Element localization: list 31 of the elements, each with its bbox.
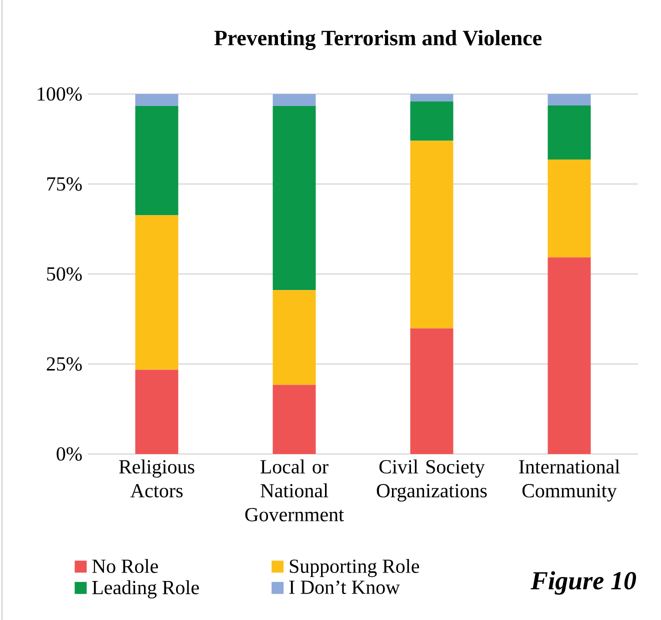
legend-label: Leading Role <box>92 580 199 598</box>
y-tick-label: 100% <box>38 87 82 101</box>
caption: Figure 10 <box>530 571 636 595</box>
bar <box>548 257 591 454</box>
bar <box>410 328 454 454</box>
legend-label: I Don’t Know <box>289 580 400 594</box>
bar <box>272 290 316 385</box>
bar <box>548 160 591 258</box>
y-tick-label: 25% <box>46 357 82 371</box>
bar <box>135 94 178 106</box>
chart-title: Preventing Terrorism and Violence <box>214 30 542 50</box>
bar <box>135 215 178 370</box>
bar <box>135 106 178 216</box>
x-tick-label: Civil Society Organizations <box>376 460 487 502</box>
y-tick-label: 0% <box>56 447 82 461</box>
legend-label: Supporting Role <box>290 558 420 578</box>
x-tick-label: International Community <box>519 460 620 502</box>
x-tick-label: Local or National Government <box>245 460 344 522</box>
bar <box>548 106 591 160</box>
bar <box>410 94 454 102</box>
bar <box>410 102 454 141</box>
bar <box>548 94 591 106</box>
legend-label: No Role <box>92 558 158 573</box>
x-tick-label: Religious Actors <box>119 460 194 498</box>
bar <box>135 370 178 454</box>
bar <box>272 384 316 454</box>
y-tick-label: 50% <box>47 267 82 281</box>
bar <box>272 94 316 106</box>
bar <box>272 106 316 290</box>
bar <box>410 140 454 328</box>
y-tick-label: 75% <box>47 177 82 191</box>
